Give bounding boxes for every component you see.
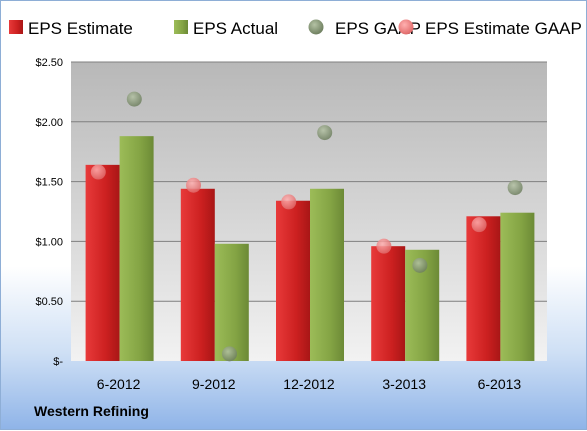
x-tick-label: 6-2012 <box>97 376 141 392</box>
point-eps-estimate-gaap <box>471 217 487 233</box>
legend-swatch-eps-estimate-gaap <box>398 19 414 35</box>
y-tick-label: $0.50 <box>35 296 63 308</box>
y-tick-label: $2.50 <box>35 57 63 69</box>
legend-swatch-eps-actual <box>174 20 188 34</box>
legend-swatch-eps-estimate <box>9 20 23 34</box>
legend-swatch-eps-gaap <box>308 19 324 35</box>
point-eps-gaap <box>222 346 237 362</box>
bar-eps-estimate <box>371 246 406 361</box>
point-eps-gaap <box>317 125 333 141</box>
y-tick-label: $1.50 <box>35 177 63 189</box>
x-tick-label: 6-2013 <box>478 376 522 392</box>
y-tick-label: $- <box>53 356 63 368</box>
point-eps-gaap <box>126 91 142 107</box>
bar-eps-estimate <box>466 216 501 361</box>
x-tick-label: 3-2013 <box>382 376 426 392</box>
bar-eps-actual <box>500 212 535 361</box>
bar-eps-estimate <box>85 164 120 361</box>
legend-label-eps-actual: EPS Actual <box>193 19 278 38</box>
point-eps-gaap <box>507 180 523 196</box>
point-eps-estimate-gaap <box>186 177 201 193</box>
legend-label-eps-estimate-gaap: EPS Estimate GAAP <box>425 19 582 38</box>
point-eps-estimate-gaap <box>376 238 392 254</box>
point-eps-estimate-gaap <box>90 164 106 180</box>
x-tick-label: 9-2012 <box>192 376 236 392</box>
point-eps-gaap <box>412 257 428 273</box>
y-tick-label: $1.00 <box>35 236 63 248</box>
x-tick-label: 12-2012 <box>283 376 335 392</box>
bars <box>85 136 535 361</box>
bar-eps-actual <box>214 243 249 361</box>
scatter-points <box>90 91 523 362</box>
bar-eps-actual <box>310 188 344 361</box>
point-eps-estimate-gaap <box>281 194 297 210</box>
legend-label-eps-estimate: EPS Estimate <box>28 19 133 38</box>
y-tick-label: $2.00 <box>35 117 63 129</box>
legend: EPS Estimate EPS Actual EPS GAAP EPS Est… <box>9 19 582 38</box>
bar-eps-estimate <box>180 188 215 361</box>
y-axis-ticks: $2.50 $2.00 $1.50 $1.00 $0.50 $- <box>35 57 63 368</box>
x-axis-ticks: 6-2012 9-2012 12-2012 3-2013 6-2013 <box>97 376 522 392</box>
bar-eps-estimate <box>276 200 310 361</box>
company-name: Western Refining <box>34 403 149 419</box>
bar-eps-actual <box>119 136 154 361</box>
